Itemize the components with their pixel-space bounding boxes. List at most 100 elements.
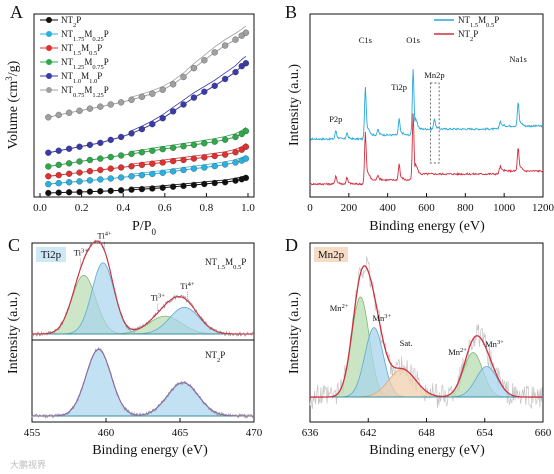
x-axis-label-d: Binding energy (eV) <box>369 443 485 458</box>
data-point <box>159 86 166 93</box>
series-a-5 <box>45 25 250 121</box>
sample-label-c: NT1.5M0.5P <box>205 257 246 271</box>
x-tick-label-b: 800 <box>457 202 474 214</box>
data-point <box>117 174 125 181</box>
data-point <box>107 153 114 161</box>
watermark: 大鹏视界 <box>10 459 46 471</box>
panel-c: C 455 460 465 470 Binding energy (eV) Intensit… <box>6 230 263 458</box>
data-point <box>45 114 52 121</box>
data-point <box>159 169 166 176</box>
data-point <box>107 175 114 182</box>
data-point <box>45 163 52 170</box>
data-point <box>86 156 94 164</box>
series-a-2 <box>45 143 250 180</box>
x-tick-label-c: 455 <box>24 427 41 439</box>
data-point <box>86 141 94 148</box>
data-point <box>242 60 250 67</box>
x-tick-label-b: 400 <box>379 202 396 214</box>
data-point <box>45 149 52 156</box>
data-point <box>107 136 114 144</box>
data-point <box>117 133 125 141</box>
x-tick-label-c: 470 <box>246 427 263 439</box>
component-label: Sat. <box>400 338 413 348</box>
data-point <box>86 105 94 112</box>
data-point <box>138 171 146 179</box>
data-point <box>138 185 146 193</box>
legend-label-a: NT1.5M0.5P <box>61 43 102 57</box>
data-point <box>211 138 218 145</box>
y-axis-label-c: Intensity (a.u.) <box>6 292 21 374</box>
mn2p-highlight-box <box>430 82 440 164</box>
peak-annotation: Na1s <box>509 54 526 64</box>
data-point <box>211 179 218 187</box>
data-point <box>201 180 208 188</box>
data-point <box>242 127 250 135</box>
data-point <box>97 103 104 110</box>
data-point <box>169 144 177 151</box>
data-point <box>86 168 94 175</box>
envelope-fit <box>32 348 254 417</box>
data-point <box>149 160 156 167</box>
data-point <box>76 188 83 196</box>
legend-label-a: NT0.75M1.25P <box>61 85 109 99</box>
component-label: Ti3+ <box>151 292 166 303</box>
data-point <box>55 171 62 179</box>
data-point <box>190 165 198 172</box>
data-point <box>149 170 156 178</box>
series-desorption-line <box>131 127 247 152</box>
data-point <box>169 108 177 115</box>
data-point <box>149 90 156 97</box>
data-point <box>232 133 239 141</box>
series-desorption-line <box>131 55 247 132</box>
envelope-fit <box>31 240 254 335</box>
data-point <box>169 183 177 190</box>
data-point <box>128 163 135 170</box>
y-axis-label-a: Volume (cm3/g) <box>4 60 21 149</box>
component-label: Mn3+ <box>485 339 504 350</box>
data-point <box>201 140 208 147</box>
data-point <box>242 174 250 182</box>
data-point <box>190 181 198 189</box>
data-point <box>211 162 218 170</box>
data-point <box>169 158 177 165</box>
data-point <box>159 115 166 122</box>
data-point <box>117 152 125 159</box>
data-point <box>149 185 156 192</box>
data-point <box>76 143 83 150</box>
x-tick-label-b: 600 <box>418 202 435 214</box>
legend-marker <box>46 45 52 51</box>
data-point <box>117 99 125 106</box>
data-point <box>180 73 187 81</box>
data-point <box>65 109 73 116</box>
component-label: Ti3+ <box>74 247 89 258</box>
data-point <box>180 143 187 150</box>
data-point <box>45 173 52 180</box>
data-point <box>97 166 104 174</box>
data-point <box>180 156 187 164</box>
data-point <box>221 75 229 83</box>
data-point <box>169 81 177 88</box>
legend-label-a: NT2P <box>61 15 81 29</box>
panel-label-c: C <box>8 235 20 255</box>
plot-frame-a <box>33 13 255 198</box>
data-point <box>107 187 114 195</box>
panel-b: B 0 200 400 600 800 1000 1200 Binding energy (eV… <box>285 2 554 234</box>
sample-label-c: NT2P <box>205 350 225 364</box>
x-axis-label-a: P/P0 <box>132 219 156 237</box>
data-point <box>149 147 156 154</box>
x-tick-label-b: 1200 <box>532 202 554 214</box>
data-point <box>138 149 146 156</box>
panel-label-d: D <box>285 235 298 255</box>
data-point <box>190 94 198 101</box>
data-point <box>242 143 250 150</box>
component-label: Ti4+ <box>180 280 195 291</box>
y-axis-label-b: Intensity (a.u.) <box>287 64 302 146</box>
series-a-1 <box>45 155 250 188</box>
legend-marker <box>46 87 52 93</box>
data-point <box>138 161 146 169</box>
data-point <box>65 170 73 177</box>
data-point <box>128 130 135 137</box>
tag-background-d <box>314 247 348 262</box>
data-point <box>65 145 73 152</box>
data-point <box>232 149 239 156</box>
